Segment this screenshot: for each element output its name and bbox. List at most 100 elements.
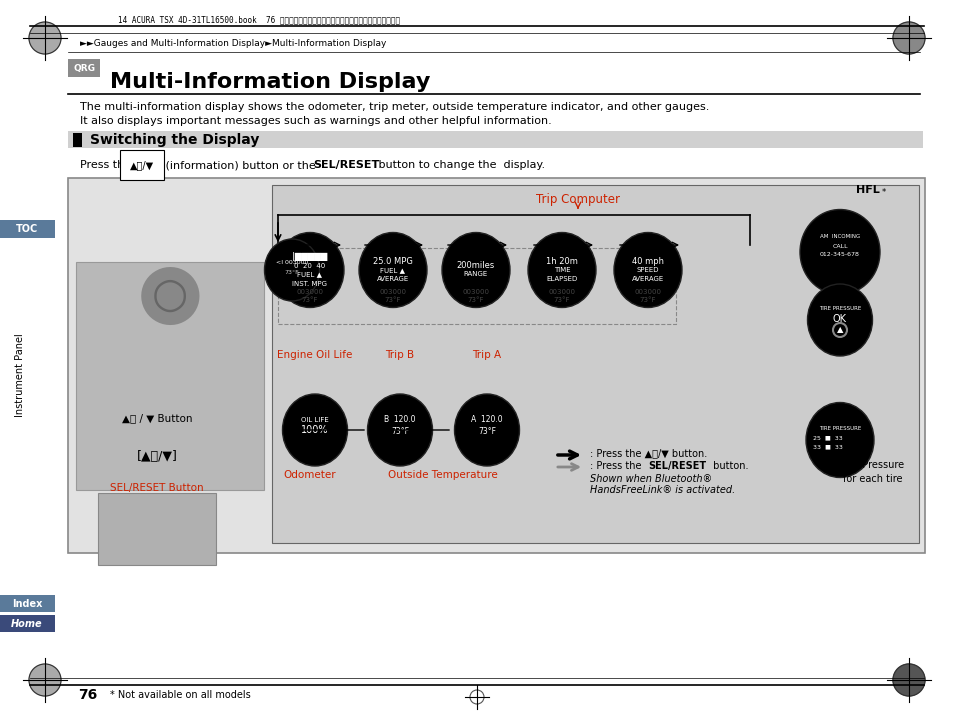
Text: 33  ■  33: 33 ■ 33 — [812, 444, 842, 449]
Text: SEL/RESET: SEL/RESET — [313, 160, 379, 170]
Ellipse shape — [527, 233, 596, 307]
Text: Tire Pressure
for each tire: Tire Pressure for each tire — [841, 460, 903, 484]
Text: ▲: ▲ — [836, 325, 842, 335]
Text: HFL: HFL — [855, 185, 879, 195]
FancyBboxPatch shape — [98, 493, 215, 565]
Bar — [277, 248, 676, 324]
Text: Trip A: Trip A — [472, 350, 501, 360]
Text: ▲ⓘ / ▼ Button: ▲ⓘ / ▼ Button — [122, 413, 193, 423]
FancyBboxPatch shape — [76, 262, 264, 490]
Text: OIL LIFE: OIL LIFE — [301, 417, 329, 423]
Text: ELAPSED: ELAPSED — [546, 276, 577, 282]
Text: OK: OK — [832, 314, 846, 324]
FancyBboxPatch shape — [68, 178, 924, 553]
Text: Home: Home — [11, 619, 43, 629]
Text: AVERAGE: AVERAGE — [376, 276, 409, 282]
Text: SPEED: SPEED — [636, 267, 659, 273]
Text: It also displays important messages such as warnings and other helpful informati: It also displays important messages such… — [80, 116, 551, 126]
Text: 003000: 003000 — [548, 289, 575, 295]
FancyBboxPatch shape — [73, 133, 82, 147]
Text: TOC: TOC — [16, 224, 38, 234]
Text: Trip Computer: Trip Computer — [536, 193, 619, 207]
Text: AVERAGE: AVERAGE — [631, 276, 663, 282]
Text: HandsFreeLink® is activated.: HandsFreeLink® is activated. — [589, 485, 735, 495]
Text: TIRE PRESSURE: TIRE PRESSURE — [818, 307, 861, 312]
Ellipse shape — [806, 284, 872, 356]
Text: SEL/RESET Button: SEL/RESET Button — [111, 483, 204, 493]
Circle shape — [29, 664, 61, 696]
Text: 012-345-678: 012-345-678 — [820, 253, 859, 258]
Text: FUEL ▲: FUEL ▲ — [380, 267, 405, 273]
Text: 25.0 MPG: 25.0 MPG — [373, 256, 413, 266]
Text: button to change the  display.: button to change the display. — [375, 160, 544, 170]
Ellipse shape — [367, 394, 432, 466]
Text: 73°F: 73°F — [301, 297, 318, 303]
Text: INST. MPG: INST. MPG — [293, 281, 327, 286]
Text: Index: Index — [11, 599, 42, 609]
Text: 100%: 100% — [301, 425, 329, 435]
Text: Instrument Panel: Instrument Panel — [15, 333, 25, 417]
Ellipse shape — [614, 233, 681, 307]
Text: (information) button or the: (information) button or the — [162, 160, 319, 170]
Text: Switching the Display: Switching the Display — [90, 133, 259, 147]
FancyBboxPatch shape — [0, 220, 55, 238]
Text: Shown when Bluetooth®: Shown when Bluetooth® — [589, 474, 712, 484]
Text: The multi-information display shows the odometer, trip meter, outside temperatur: The multi-information display shows the … — [80, 102, 709, 112]
Text: Odometer: Odometer — [283, 470, 336, 480]
Text: 73°F: 73°F — [639, 297, 656, 303]
Ellipse shape — [264, 239, 319, 301]
Text: * Not available on all models: * Not available on all models — [110, 690, 251, 700]
Text: 003000: 003000 — [634, 289, 660, 295]
Text: 73°F: 73°F — [384, 297, 401, 303]
Text: FUEL ▲: FUEL ▲ — [297, 271, 322, 277]
Text: : Press the: : Press the — [589, 461, 644, 471]
Text: *: * — [882, 188, 885, 197]
Text: ●: ● — [136, 258, 203, 332]
Ellipse shape — [800, 210, 879, 294]
Text: 73°F: 73°F — [284, 269, 299, 274]
Text: 73°F: 73°F — [477, 426, 496, 436]
Text: |█████: |█████ — [292, 252, 327, 261]
Text: B  120.0: B 120.0 — [384, 416, 416, 424]
Text: QRG: QRG — [73, 63, 95, 73]
Text: 003000: 003000 — [462, 289, 489, 295]
Text: Multi-Information Display: Multi-Information Display — [110, 72, 430, 92]
Text: 73°F: 73°F — [467, 297, 484, 303]
Text: 40 mph: 40 mph — [631, 256, 663, 266]
Ellipse shape — [805, 403, 873, 477]
Text: Engine Oil Life: Engine Oil Life — [277, 350, 353, 360]
Text: ▲ⓘ/▼: ▲ⓘ/▼ — [130, 160, 154, 170]
FancyBboxPatch shape — [0, 615, 55, 632]
Text: 25  ■  33: 25 ■ 33 — [812, 436, 842, 441]
Circle shape — [892, 22, 924, 54]
Text: [▲ⓘ/▼]: [▲ⓘ/▼] — [136, 449, 177, 462]
Ellipse shape — [441, 233, 510, 307]
Ellipse shape — [275, 233, 344, 307]
Text: 14 ACURA TSX 4D-31TL16500.book  76 ページ　２０１３年６月１７日　月曜日　午前９時４０分: 14 ACURA TSX 4D-31TL16500.book 76 ページ ２０… — [118, 16, 399, 24]
Text: 76: 76 — [78, 688, 97, 702]
Text: button.: button. — [709, 461, 748, 471]
Text: <l 003000: <l 003000 — [275, 261, 308, 266]
Circle shape — [29, 22, 61, 54]
Ellipse shape — [282, 394, 347, 466]
Text: RANGE: RANGE — [463, 271, 488, 277]
Text: : Press the ▲ⓘ/▼ button.: : Press the ▲ⓘ/▼ button. — [589, 448, 706, 458]
FancyBboxPatch shape — [0, 595, 55, 612]
FancyBboxPatch shape — [68, 131, 923, 148]
Text: ►►Gauges and Multi-Information Display►Multi-Information Display: ►►Gauges and Multi-Information Display►M… — [80, 39, 386, 49]
Text: CALL: CALL — [831, 243, 847, 248]
Text: 73°F: 73°F — [553, 297, 570, 303]
Text: 003000: 003000 — [379, 289, 406, 295]
Text: Outside Temperature: Outside Temperature — [388, 470, 497, 480]
Text: Press the: Press the — [80, 160, 134, 170]
Text: TIRE PRESSURE: TIRE PRESSURE — [818, 426, 861, 431]
Text: Trip B: Trip B — [385, 350, 415, 360]
Text: AM  INCOMING: AM INCOMING — [819, 235, 860, 240]
Text: SEL/RESET: SEL/RESET — [647, 461, 705, 471]
Text: 200miles: 200miles — [456, 261, 495, 270]
Text: A  120.0: A 120.0 — [471, 416, 502, 424]
FancyBboxPatch shape — [272, 185, 918, 543]
Text: 73°F: 73°F — [391, 426, 409, 436]
FancyBboxPatch shape — [68, 59, 100, 77]
Text: 003000: 003000 — [296, 289, 323, 295]
